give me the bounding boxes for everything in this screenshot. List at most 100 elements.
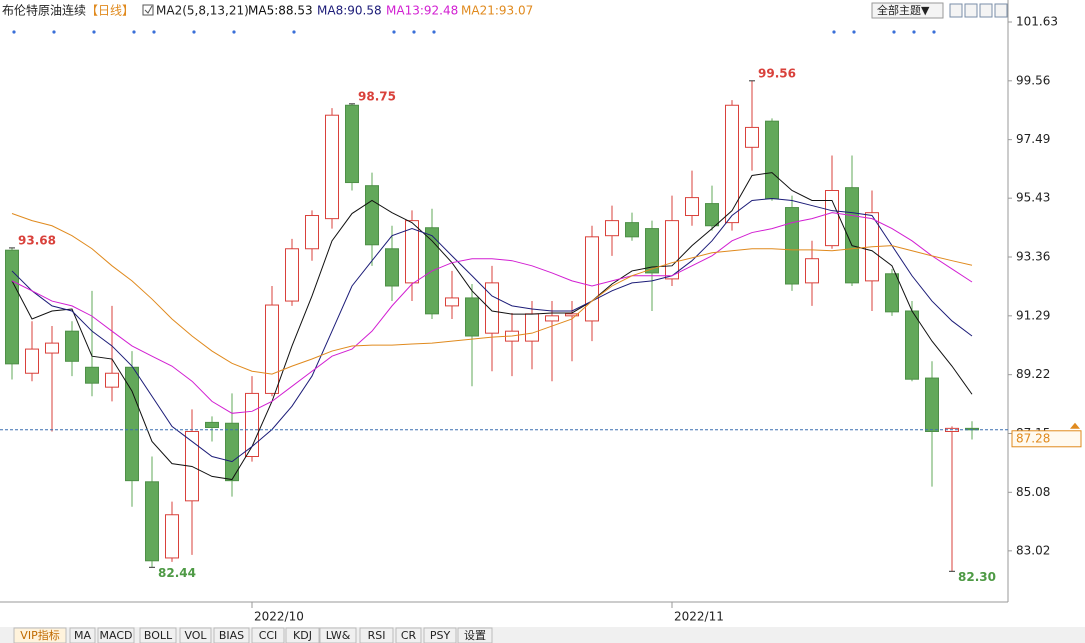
indicator-tab-label[interactable]: MA xyxy=(74,629,91,642)
theme-button[interactable] xyxy=(871,2,944,19)
candle-body xyxy=(785,207,799,285)
candle-body xyxy=(265,304,279,394)
indicator-tab[interactable] xyxy=(97,627,135,643)
candle-body xyxy=(305,215,319,250)
icon-button[interactable] xyxy=(979,3,993,18)
event-marker xyxy=(932,30,936,34)
ma-line xyxy=(11,172,973,481)
candle-body xyxy=(405,220,419,284)
extreme-label: 82.30 xyxy=(958,570,996,584)
ma-line xyxy=(11,197,973,463)
event-marker xyxy=(892,30,896,34)
indicator-tab[interactable] xyxy=(213,627,250,643)
indicator-tab[interactable] xyxy=(69,627,96,643)
y-tick-label: 101.63 xyxy=(1016,14,1058,28)
candle-body xyxy=(465,297,479,337)
indicator-tab[interactable] xyxy=(285,627,320,643)
extreme-label: 98.75 xyxy=(358,89,396,103)
event-marker xyxy=(292,30,296,34)
candle-body xyxy=(605,220,619,237)
extreme-label: 82.44 xyxy=(158,566,196,580)
period: 【日线】 xyxy=(86,4,134,18)
candle-body xyxy=(65,330,79,362)
event-marker xyxy=(92,30,96,34)
icon-button[interactable] xyxy=(964,3,978,18)
indicator-tab-label[interactable]: MACD xyxy=(100,629,133,642)
event-marker xyxy=(52,30,56,34)
event-marker xyxy=(392,30,396,34)
candle-body xyxy=(485,282,499,334)
candle-body xyxy=(825,190,839,247)
y-tick-label: 93.36 xyxy=(1016,250,1050,264)
y-tick-label: 97.49 xyxy=(1016,132,1050,146)
candle-body xyxy=(25,348,39,374)
y-tick-label: 91.29 xyxy=(1016,308,1050,322)
toolbar-icons xyxy=(949,3,1008,18)
chart-title: 布伦特原油连续 xyxy=(2,3,86,18)
indicator-tab[interactable] xyxy=(13,627,67,643)
indicator-tab[interactable] xyxy=(457,627,493,643)
ma-line xyxy=(11,212,973,414)
x-tick-label: 2022/11 xyxy=(674,610,724,624)
candle-body xyxy=(745,126,759,148)
indicator-tab-label[interactable]: BOLL xyxy=(144,629,173,642)
indicator-tab[interactable] xyxy=(179,627,212,643)
y-tick-label: 83.02 xyxy=(1016,543,1050,557)
indicator-tab[interactable] xyxy=(251,627,285,643)
y-tick-label: 89.22 xyxy=(1016,367,1050,381)
candle-body xyxy=(725,104,739,224)
candle-body xyxy=(525,313,539,342)
theme-button-label: 全部主题▼ xyxy=(877,3,930,17)
candle-body xyxy=(345,104,359,184)
candle-body xyxy=(385,248,399,287)
indicator-tab-label[interactable]: 设置 xyxy=(464,629,486,642)
y-tick-label: 85.08 xyxy=(1016,485,1050,499)
indicator-tab-label[interactable]: CCI xyxy=(259,629,278,642)
candle-body xyxy=(885,273,899,313)
indicator-tab[interactable] xyxy=(139,627,177,643)
indicator-tab-label[interactable]: CR xyxy=(401,629,417,642)
indicator-tab-label[interactable]: RSI xyxy=(368,629,386,642)
event-marker xyxy=(232,30,236,34)
candle-body xyxy=(5,249,19,365)
indicator-tab-label[interactable]: KDJ xyxy=(293,629,312,642)
indicator-tab[interactable] xyxy=(423,627,457,643)
indicator-tab-label[interactable]: VIP指标 xyxy=(20,628,59,642)
icon-button[interactable] xyxy=(949,3,963,18)
event-marker xyxy=(432,30,436,34)
current-price-label: 87.28 xyxy=(1016,431,1050,445)
candle-body xyxy=(705,203,719,227)
indicator-name: MA2(5,8,13,21) xyxy=(156,4,249,18)
indicator-tab[interactable] xyxy=(359,627,394,643)
candle-body xyxy=(125,366,139,482)
indicator-tab-label[interactable]: BIAS xyxy=(219,629,244,642)
event-marker xyxy=(412,30,416,34)
event-marker xyxy=(852,30,856,34)
indicator-tab[interactable] xyxy=(319,627,357,643)
candle-body xyxy=(205,421,219,429)
legend-entry: MA21:93.07 xyxy=(461,4,533,18)
candle-body xyxy=(645,228,659,274)
indicator-tab-label[interactable]: LW& xyxy=(326,629,351,642)
indicator-tab-label[interactable]: PSY xyxy=(430,629,451,642)
indicator-tab-label[interactable]: VOL xyxy=(184,629,207,642)
candle-body xyxy=(225,422,239,482)
event-marker xyxy=(192,30,196,34)
legend-entry: MA13:92.48 xyxy=(386,4,458,18)
candle-body xyxy=(325,114,339,220)
candle-body xyxy=(165,514,179,559)
candle-body xyxy=(145,481,159,562)
current-price-arrow xyxy=(1070,422,1080,429)
event-marker xyxy=(132,30,136,34)
indicator-tab[interactable] xyxy=(395,627,422,643)
indicator-checkbox[interactable] xyxy=(142,4,154,16)
candle-body xyxy=(445,297,459,307)
icon-button[interactable] xyxy=(994,3,1008,18)
legend-entry: MA8:90.58 xyxy=(317,4,382,18)
candle-body xyxy=(805,258,819,284)
y-tick-label: 99.56 xyxy=(1016,73,1050,87)
candle-body xyxy=(765,120,779,200)
check-icon xyxy=(144,5,153,14)
